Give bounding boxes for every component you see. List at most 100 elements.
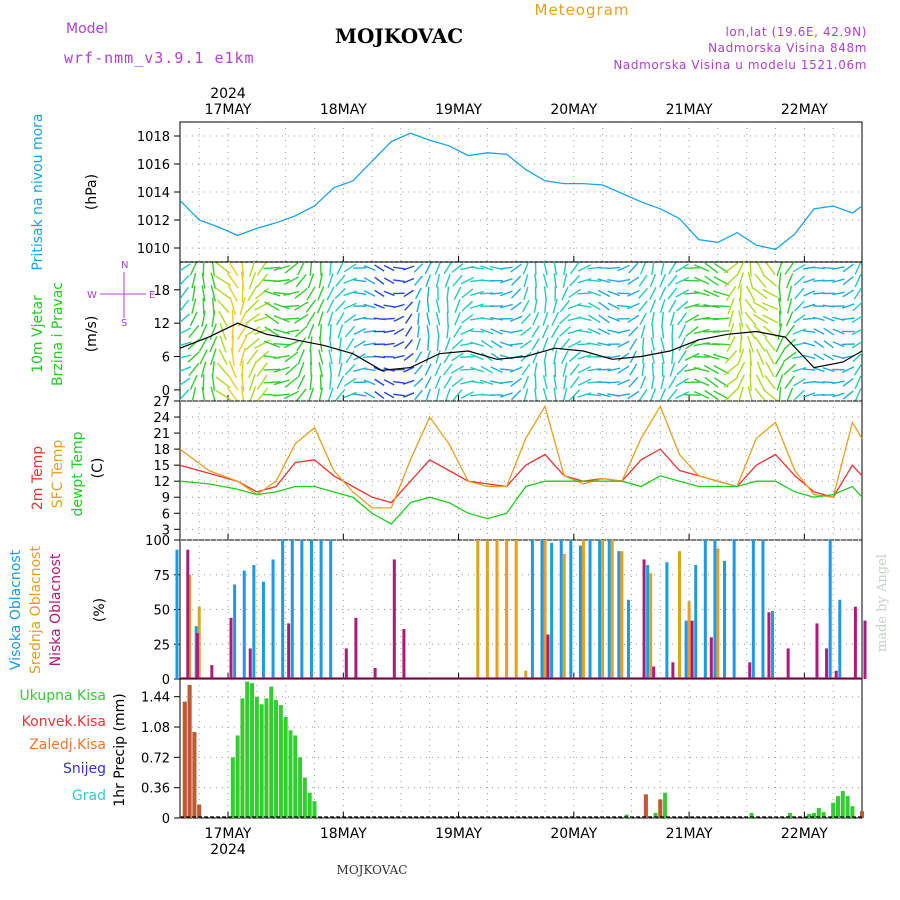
bar-clouds (550, 542, 554, 679)
wind-vector (317, 311, 324, 327)
wind-vector (607, 315, 621, 323)
wind-vector (241, 284, 244, 303)
wind-vector (736, 374, 746, 391)
wind-vector (562, 387, 568, 401)
wind-vector (607, 367, 621, 372)
wind-vector (218, 348, 228, 366)
wind-vector (480, 365, 493, 374)
series-line-temperature (179, 448, 863, 504)
wind-vector (426, 286, 430, 300)
wind-vector (284, 376, 299, 388)
wind-vector (446, 286, 450, 301)
wind-vector (713, 353, 730, 361)
wind-vector (597, 342, 611, 347)
wind-vector (650, 350, 656, 364)
wind-vector (335, 274, 346, 287)
wind-vector (363, 317, 376, 320)
wind-vector (470, 330, 485, 333)
wind-vector (451, 365, 464, 374)
wind-vector (694, 276, 710, 285)
wind-vector (435, 273, 441, 288)
wind-vector (794, 300, 805, 312)
wind-vector (754, 387, 767, 401)
temp-unit: (C) (90, 458, 106, 479)
wind-vectors (180, 262, 862, 401)
wind-vector (414, 389, 423, 401)
wind-vector (736, 361, 746, 378)
y-tick-label: 0 (162, 384, 170, 399)
wind-vector (189, 262, 198, 276)
bar-clouds (815, 623, 819, 679)
wind-vector (553, 349, 558, 365)
wind-vector (248, 361, 257, 379)
wind-vector (318, 273, 323, 289)
wind-vector (210, 285, 217, 302)
wind-vector (510, 377, 522, 387)
wind-vector (337, 362, 343, 377)
wind-vector (343, 377, 357, 387)
wind-vector (684, 352, 700, 361)
y-tick-label: 1.44 (141, 691, 170, 706)
bar-clouds (210, 665, 214, 679)
wind-vector (551, 311, 560, 326)
wind-vector (778, 297, 782, 315)
wind-vector (523, 286, 529, 300)
wind-vector (749, 373, 752, 392)
wind-vector (534, 388, 538, 401)
station-title: MOJKOVAC (335, 24, 463, 48)
wind-vector (211, 373, 216, 391)
wind-vector (191, 387, 197, 401)
wind-vector (852, 352, 862, 363)
wind-vector (822, 266, 835, 270)
wind-vector (228, 360, 237, 379)
wind-vector (283, 340, 300, 349)
wind-vector (499, 368, 513, 371)
wind-vector (639, 312, 647, 326)
wind-vector (353, 353, 367, 361)
wind-vector (626, 302, 640, 310)
wind-vector (402, 265, 415, 271)
wind-vector (693, 305, 710, 308)
wind-vector (842, 366, 855, 374)
wind-vector (783, 363, 796, 376)
wind-vector (842, 390, 854, 400)
wind-vector (765, 361, 775, 378)
wind-vector (628, 326, 639, 337)
wind-vector (393, 315, 405, 323)
wind-vector (531, 325, 540, 338)
bar-clouds (261, 581, 265, 679)
wind-vector (675, 276, 690, 285)
wind-vector (638, 287, 649, 299)
wind-vector (784, 324, 795, 339)
wind-vector (775, 336, 784, 353)
wind-vector (667, 388, 678, 401)
wind-vector (424, 262, 432, 275)
wind-vector (792, 263, 806, 273)
bottom-date-label: 17MAY (205, 826, 252, 842)
wind-vector (211, 310, 216, 328)
wind-vector (452, 274, 463, 287)
bar-clouds (713, 540, 717, 679)
wind-vector (543, 375, 548, 390)
wind-vector (823, 327, 835, 336)
wind-vector (651, 311, 655, 326)
precip-axis-title: 1hr Precip (mm) (112, 693, 128, 806)
wind-vector (649, 286, 657, 300)
bar-precip (278, 705, 283, 818)
wind-vector (822, 279, 835, 282)
wind-vector (616, 393, 631, 397)
wind-vector (404, 301, 414, 311)
wind-vector (263, 368, 281, 371)
wind-vector (764, 262, 776, 276)
wind-vector (531, 337, 540, 351)
wind-vector (832, 392, 845, 398)
pressure-unit: (hPa) (84, 174, 100, 210)
wind-vector (675, 300, 689, 312)
y-tick-label: 0.72 (141, 751, 170, 766)
wind-vector (318, 387, 324, 401)
bar-clouds (546, 634, 550, 679)
bar-precip (192, 732, 197, 818)
wind-vector (668, 262, 677, 275)
compass-south: S (121, 318, 127, 329)
wind-vector (444, 337, 451, 352)
